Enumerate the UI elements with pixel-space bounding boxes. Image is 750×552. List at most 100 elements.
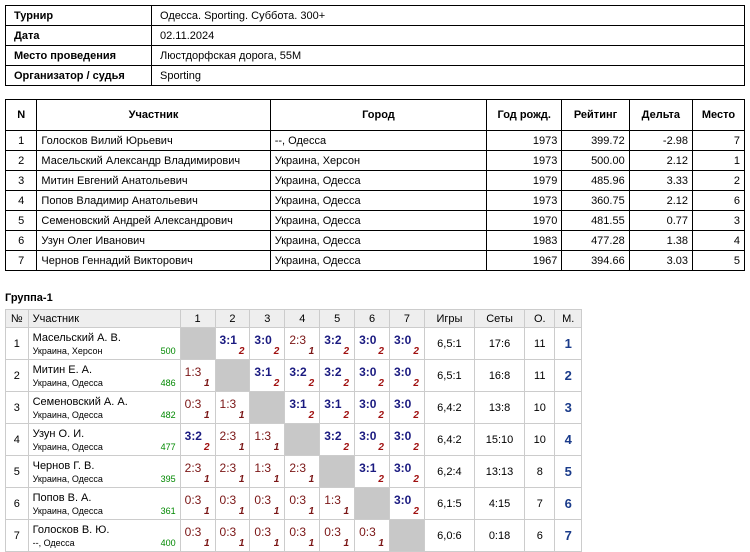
match-result[interactable]: 0:3 1 (214, 487, 251, 520)
participant-rating: 500.00 (561, 150, 630, 171)
participant-delta: 2.12 (628, 190, 694, 211)
match-result[interactable]: 2:3 1 (284, 327, 321, 360)
place: 5 (554, 455, 582, 488)
player-name: Семеновский А. А. (32, 395, 128, 408)
sets: 4:15 (473, 487, 526, 520)
match-score: 2:3 (184, 461, 202, 475)
match-result[interactable]: 3:2 2 (284, 359, 321, 392)
match-result[interactable]: 3:0 2 (354, 391, 390, 424)
place: 1 (554, 327, 582, 360)
match-result[interactable]: 3:1 2 (354, 455, 390, 488)
match-result[interactable]: 0:3 1 (179, 519, 216, 552)
points: 8 (524, 455, 556, 488)
crosstable-row: 5 Чернов Г. В. Украина, Одесса 395 2:3 1 2:3 1 1… (5, 455, 582, 488)
match-points: 1 (203, 506, 210, 517)
match-result[interactable]: 0:3 1 (249, 519, 286, 552)
match-score: 2:3 (289, 461, 306, 475)
participant-row: 7 Чернов Геннадий Викторович Украина, Одес… (4, 250, 745, 271)
match-result[interactable]: 2:3 1 (179, 455, 216, 488)
participants-table: N Участник Город Год рожд. Рейтинг Дельта Мест… (4, 99, 745, 271)
place: 6 (554, 487, 582, 520)
match-result[interactable]: 1:3 1 (179, 359, 216, 392)
participant-birth-year: 1967 (486, 250, 563, 271)
match-result[interactable]: 3:0 2 (388, 455, 425, 488)
match-result[interactable]: 3:0 2 (354, 359, 390, 392)
match-result[interactable]: 0:3 1 (179, 487, 216, 520)
participant-name: Попов Владимир Анатольевич (36, 190, 271, 211)
match-result[interactable]: 2:3 1 (284, 455, 321, 488)
player-city: Украина, Одесса (32, 409, 103, 420)
match-result[interactable]: 0:3 1 (214, 519, 251, 552)
match-result[interactable]: 3:1 2 (284, 391, 321, 424)
participant-birth-year: 1979 (486, 170, 563, 191)
crosstable-row: 1 Масельский А. В. Украина, Херсон 500 3:1 2 3… (5, 327, 582, 360)
sets: 13:8 (473, 391, 526, 424)
crosstable-row: 2 Митин Е. А. Украина, Одесса 486 1:3 1 3:1 2 3:… (5, 359, 582, 392)
match-score: 0:3 (254, 493, 272, 507)
participant-delta: -2.98 (628, 130, 694, 151)
games: 6,1:5 (423, 487, 475, 520)
match-result[interactable]: 3:2 2 (319, 359, 356, 392)
match-score: 0:3 (219, 525, 237, 539)
match-result[interactable]: 1:3 1 (249, 423, 286, 456)
participant-name: Масельский Александр Владимирович (36, 150, 271, 171)
match-result[interactable]: 3:0 2 (388, 327, 425, 360)
match-points: 2 (413, 346, 419, 357)
match-points: 2 (413, 378, 419, 389)
participant-num: 3 (4, 170, 38, 191)
match-result[interactable]: 3:0 2 (249, 327, 286, 360)
match-result[interactable]: 0:3 1 (249, 487, 286, 520)
participants-header-birth-year: Год рожд. (486, 99, 563, 131)
match-score: 3:0 (254, 333, 272, 347)
match-result[interactable]: 3:0 2 (354, 327, 390, 360)
match-points: 1 (308, 506, 315, 517)
match-result[interactable]: 1:3 1 (249, 455, 286, 488)
match-score: 3:0 (393, 461, 412, 475)
participants-header-delta: Дельта (628, 99, 694, 131)
match-result[interactable]: 3:0 2 (354, 423, 390, 456)
diagonal-cell (319, 455, 356, 488)
match-points: 2 (413, 442, 419, 453)
match-result[interactable]: 1:3 1 (214, 391, 251, 424)
points: 7 (524, 487, 556, 520)
participants-header-city: Город (269, 99, 488, 131)
participant-delta: 3.03 (628, 250, 694, 271)
participant-place: 4 (692, 230, 745, 251)
crosstable-row: 7 Голосков В. Ю. --, Одесса 400 0:3 1 0:3 1 0:3 1… (5, 519, 582, 552)
games: 6,2:4 (423, 455, 475, 488)
match-result[interactable]: 3:2 2 (319, 423, 356, 456)
match-result[interactable]: 0:3 1 (284, 519, 321, 552)
match-result[interactable]: 3:1 2 (214, 327, 251, 360)
player-city: Украина, Одесса (32, 505, 103, 516)
match-result[interactable]: 0:3 1 (319, 519, 356, 552)
match-score: 3:0 (359, 429, 377, 443)
points: 10 (524, 391, 556, 424)
match-result[interactable]: 3:2 2 (179, 423, 216, 456)
match-result[interactable]: 3:0 2 (388, 487, 425, 520)
match-points: 1 (343, 506, 350, 517)
match-result[interactable]: 3:2 2 (319, 327, 356, 360)
match-points: 1 (273, 474, 280, 485)
games: 6,4:2 (423, 423, 475, 456)
match-result[interactable]: 0:3 1 (354, 519, 390, 552)
match-result[interactable]: 3:0 2 (388, 359, 425, 392)
player-city: Украина, Одесса (32, 473, 103, 484)
match-result[interactable]: 2:3 1 (214, 423, 251, 456)
match-score: 0:3 (289, 493, 306, 507)
match-points: 2 (378, 378, 384, 389)
match-result[interactable]: 3:1 2 (319, 391, 356, 424)
match-result[interactable]: 3:0 2 (388, 423, 425, 456)
match-result[interactable]: 3:0 2 (388, 391, 425, 424)
crosstable-header: Игры (423, 309, 475, 328)
match-points: 2 (273, 378, 280, 389)
match-result[interactable]: 1:3 1 (319, 487, 356, 520)
sets: 17:6 (473, 327, 526, 360)
match-points: 2 (413, 410, 419, 421)
tournament-info-table: Турнир Одесса. Sporting. Суббота. 300+ Дат… (5, 5, 745, 86)
diagonal-cell (388, 519, 425, 552)
match-result[interactable]: 2:3 1 (214, 455, 251, 488)
match-result[interactable]: 0:3 1 (179, 391, 216, 424)
match-result[interactable]: 3:1 2 (249, 359, 286, 392)
player-info: Митин Е. А. Украина, Одесса 486 (27, 359, 181, 392)
match-result[interactable]: 0:3 1 (284, 487, 321, 520)
